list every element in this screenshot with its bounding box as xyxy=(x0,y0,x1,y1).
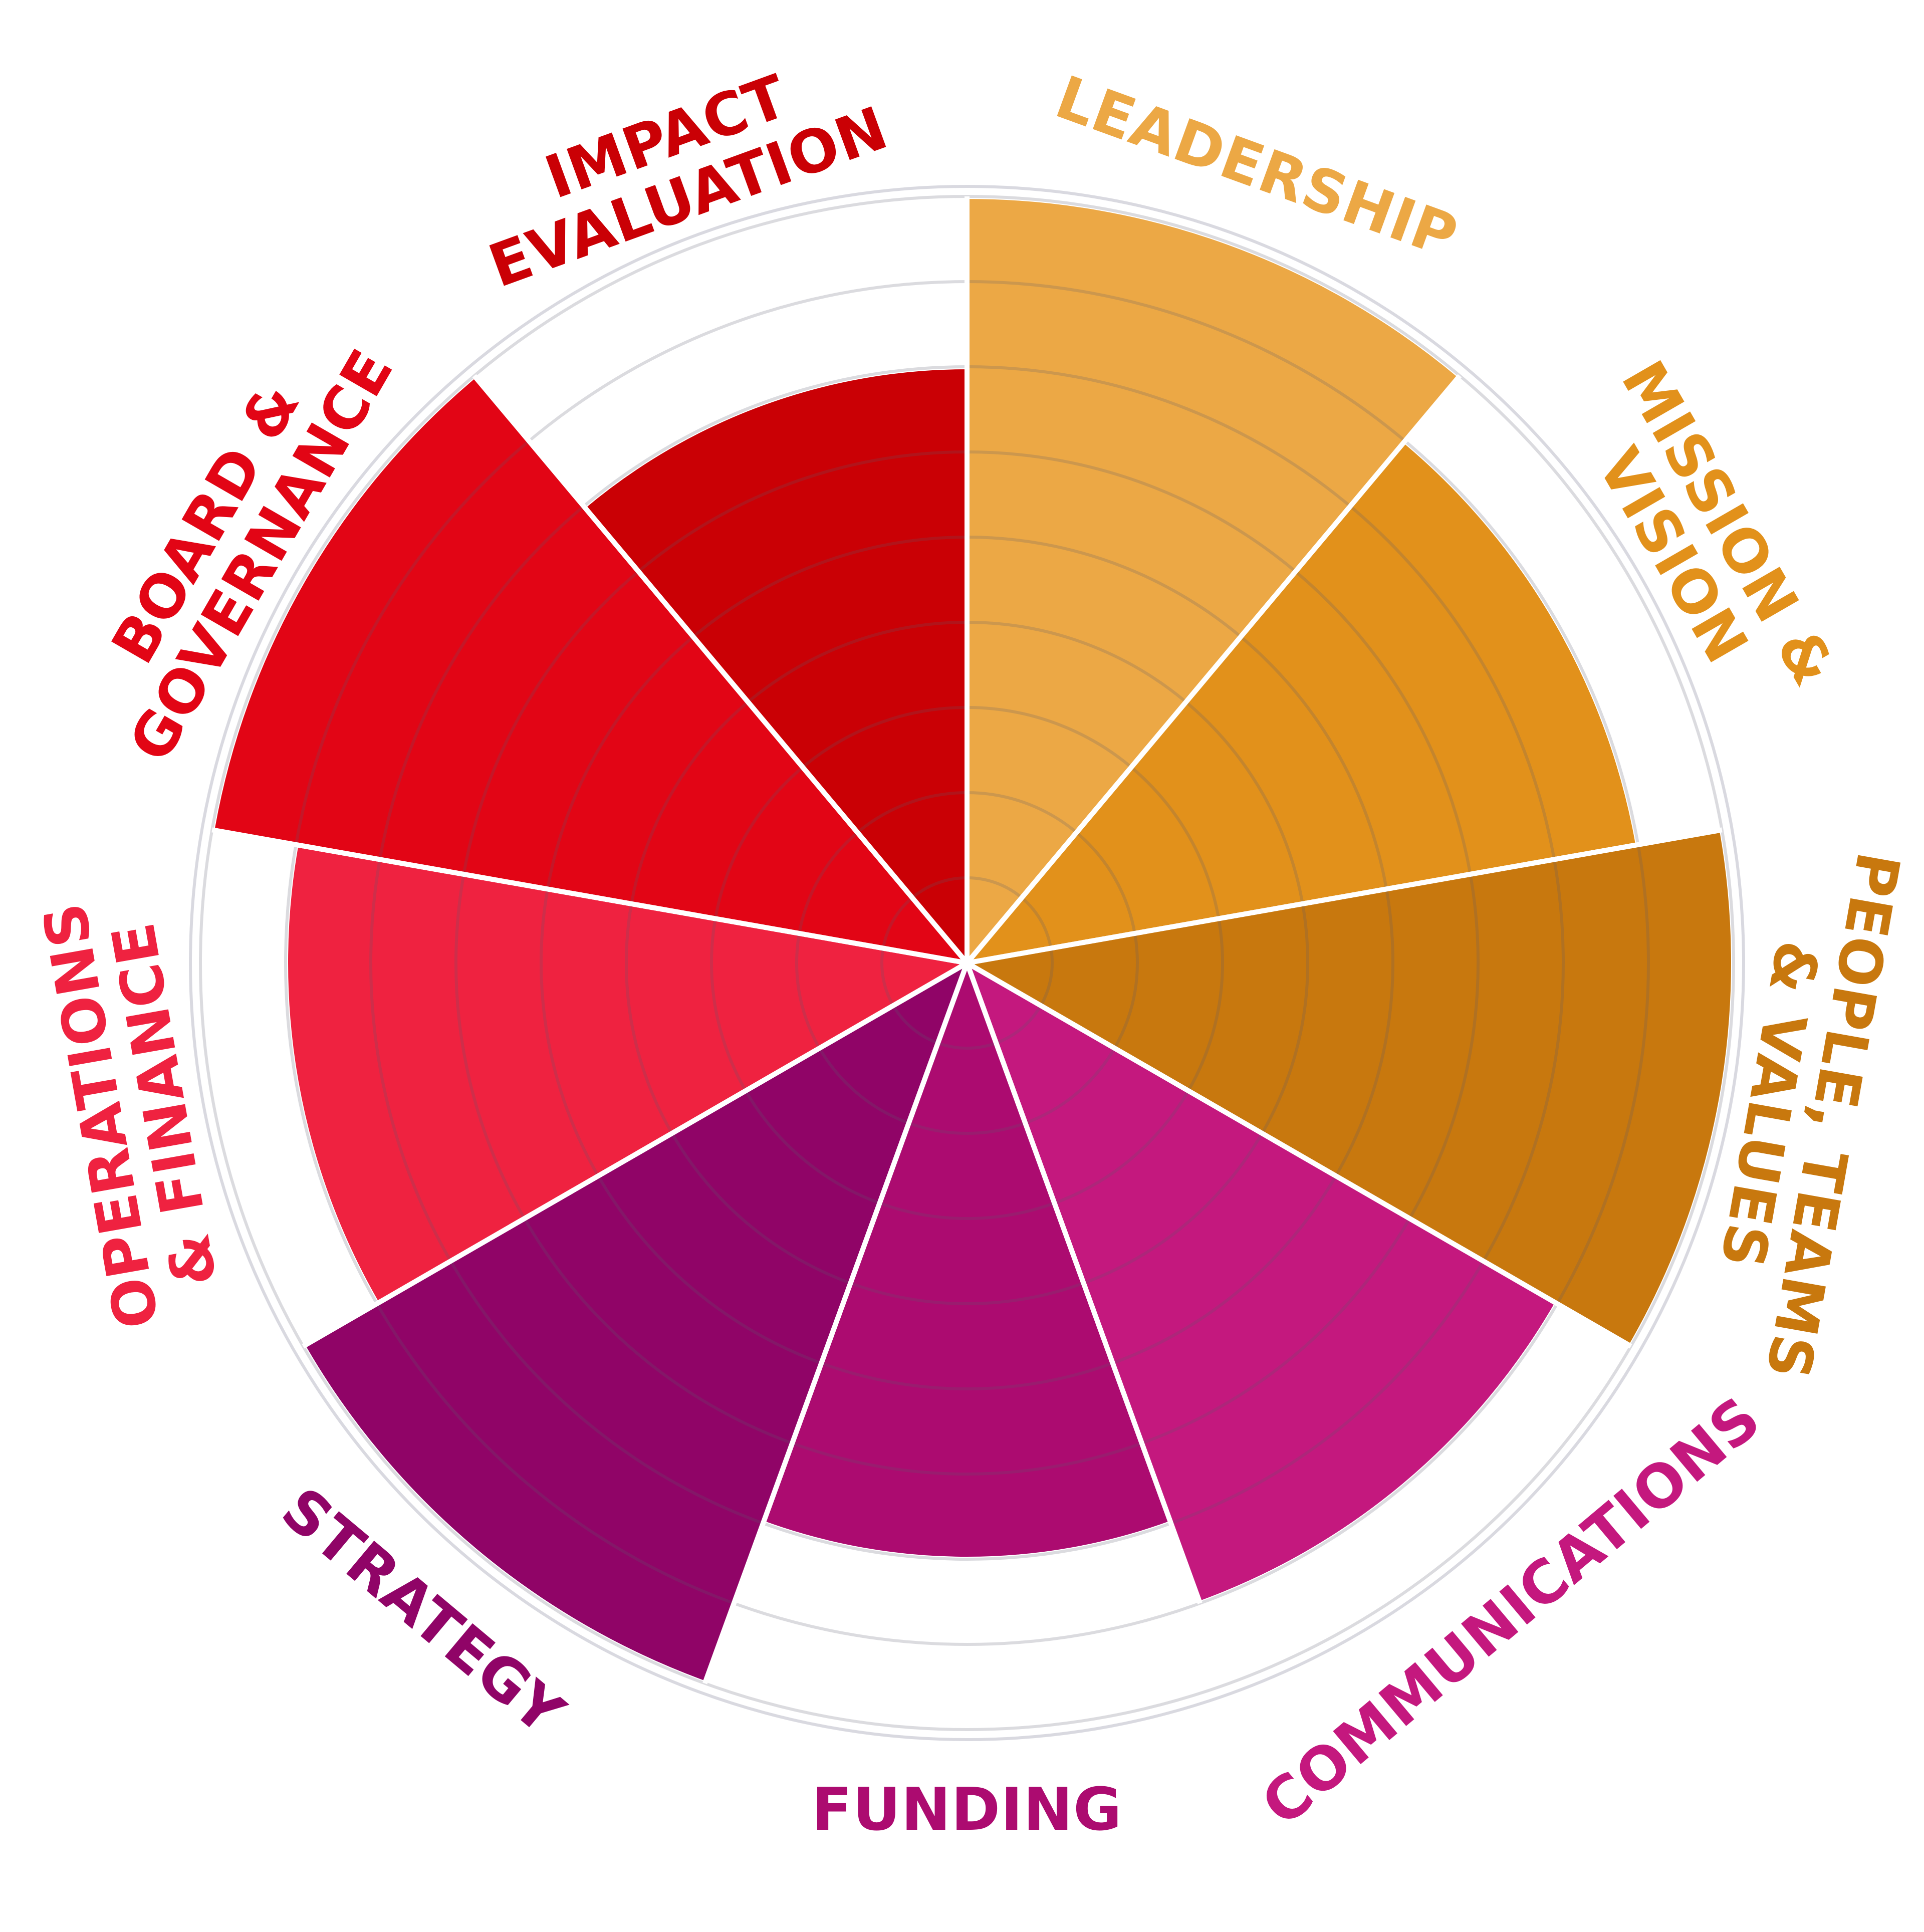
separator-line xyxy=(965,962,1203,1604)
sectors xyxy=(209,194,1736,1686)
separator-line xyxy=(702,962,970,1684)
category-label-group: IMPACTEVALUATION xyxy=(458,33,896,301)
sector-people-teams-values xyxy=(965,827,1736,1349)
separator-line xyxy=(966,960,1632,1349)
separator-line xyxy=(302,960,969,1349)
sector-separators xyxy=(211,196,1723,1684)
separator-line xyxy=(967,827,1723,965)
separator-line xyxy=(211,827,968,965)
sector-mission-vision xyxy=(965,438,1641,965)
sector-strategy xyxy=(300,960,970,1686)
category-label-group: FUNDING xyxy=(812,1775,1122,1844)
sector-board-governance xyxy=(209,373,970,965)
category-label-group: MISSION &VISION xyxy=(1553,349,1849,729)
separator-line xyxy=(965,374,1462,965)
sector-operations-finance xyxy=(283,842,970,1306)
sector-leadership xyxy=(965,194,1463,965)
sector-impact-evaluation xyxy=(581,364,970,965)
outer-grid-ring xyxy=(189,185,1745,1741)
category-label: FUNDING xyxy=(812,1775,1122,1844)
category-label: IMPACTEVALUATION xyxy=(458,33,896,301)
separator-line xyxy=(472,374,969,965)
sector-communications xyxy=(965,960,1560,1606)
category-label: MISSION &VISION xyxy=(1553,349,1849,729)
sector-funding xyxy=(761,960,1173,1562)
category-label-line: FUNDING xyxy=(812,1775,1122,1844)
